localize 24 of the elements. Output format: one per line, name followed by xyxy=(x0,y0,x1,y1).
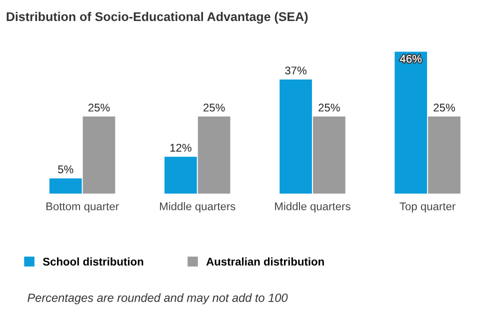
x-tick-label: Middle quarters xyxy=(275,202,350,212)
data-label: 37% xyxy=(285,66,307,74)
bar xyxy=(164,156,197,194)
chart-title: Distribution of Socio-Educational Advantage (SEA) xyxy=(6,12,308,24)
data-label: 25% xyxy=(88,104,110,112)
bar xyxy=(394,52,428,194)
x-tick-label: Middle quarters xyxy=(160,202,236,212)
bar xyxy=(49,178,82,194)
bar xyxy=(82,116,116,194)
x-tick-label: Bottom quarter xyxy=(46,202,119,212)
data-label: 25% xyxy=(434,104,455,112)
data-label: 5% xyxy=(58,165,74,174)
bar xyxy=(280,79,312,194)
bar xyxy=(428,116,460,194)
legend-label: School distribution xyxy=(42,257,144,266)
legend-label: Australian distribution xyxy=(206,257,324,266)
text: Percentages are rounded and may not add to 100 xyxy=(28,293,288,304)
bar xyxy=(198,116,230,194)
x-tick-label: Top quarter xyxy=(400,202,456,212)
data-label: 46% xyxy=(400,54,422,63)
data-label: 12% xyxy=(170,144,192,152)
data-label: 25% xyxy=(318,104,340,112)
bar xyxy=(312,116,346,194)
data-label: 25% xyxy=(204,104,225,112)
